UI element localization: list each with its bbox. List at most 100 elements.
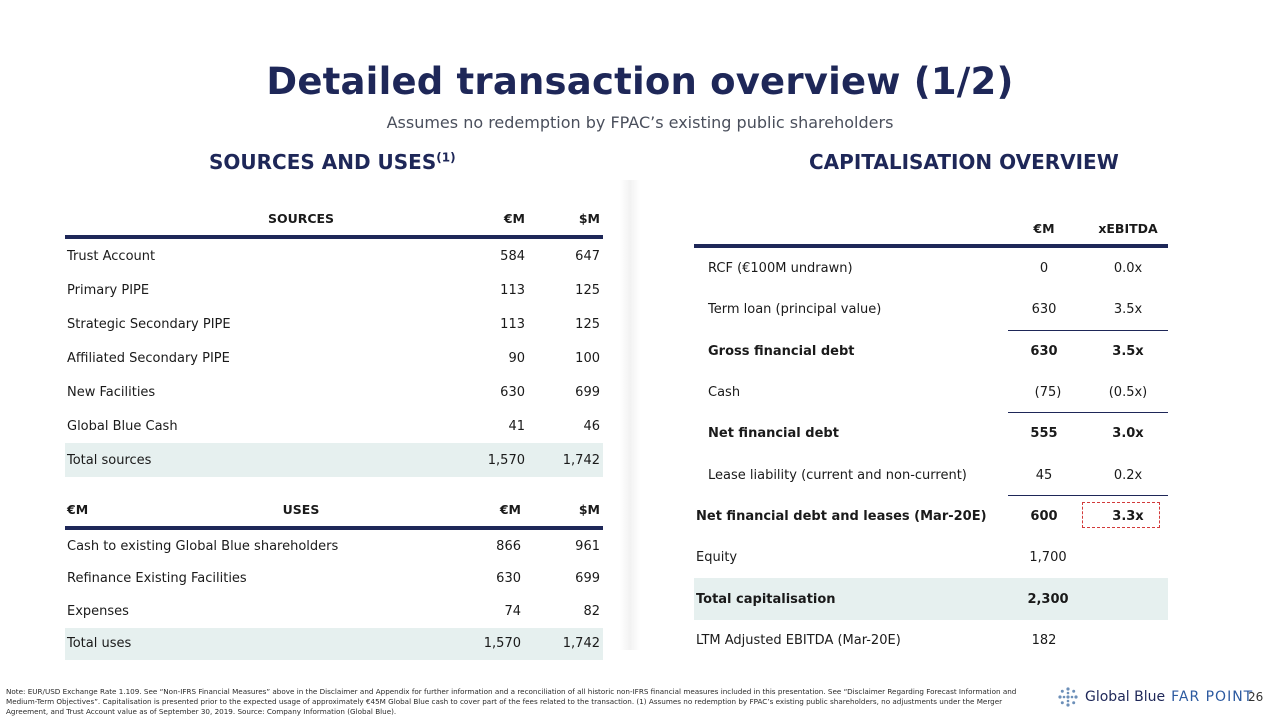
row-eur: 90: [508, 350, 525, 366]
table-row: RCF (€100M undrawn) 0 0.0x: [694, 248, 1168, 289]
row-label: Net financial debt and leases (Mar-20E): [696, 508, 987, 524]
table-row: Term loan (principal value) 630 3.5x: [694, 289, 1168, 331]
table-row: Trust Account 584 647: [65, 239, 603, 273]
subtotal-row: Net financial debt 555 3.0x: [694, 413, 1168, 454]
row-label: Trust Account: [67, 248, 156, 264]
row-label: New Facilities: [67, 384, 156, 400]
row-eur: 630: [1030, 343, 1058, 359]
total-row: Total uses 1,570 1,742: [65, 627, 603, 660]
row-label: LTM Adjusted EBITDA (Mar-20E): [696, 632, 901, 648]
table-row: Expenses 74 82: [65, 595, 603, 628]
table-row: LTM Adjusted EBITDA (Mar-20E) 182: [694, 620, 1168, 661]
row-label: Gross financial debt: [708, 343, 855, 359]
total-usd: 1,742: [562, 452, 600, 468]
row-usd: 699: [575, 384, 600, 400]
row-label: Cash to existing Global Blue shareholder…: [67, 538, 339, 554]
row-eur: 630: [500, 384, 525, 400]
row-multiple: 3.5x: [1113, 302, 1143, 318]
row-eur: 555: [1030, 426, 1058, 442]
row-eur: 74: [504, 603, 521, 619]
row-eur: (75): [1034, 385, 1062, 401]
row-eur: 182: [1031, 632, 1057, 648]
subtotal-rule: [1008, 494, 1168, 496]
row-label: Lease liability (current and non-current…: [708, 467, 967, 483]
table-row: Refinance Existing Facilities 630 699: [65, 563, 603, 596]
row-eur: 45: [1035, 467, 1053, 483]
row-multiple: (0.5x): [1108, 385, 1148, 401]
table-row: Lease liability (current and non-current…: [694, 454, 1168, 496]
row-label: Term loan (principal value): [708, 302, 882, 318]
row-multiple: 3.3x: [1112, 508, 1144, 524]
row-label: RCF (€100M undrawn): [708, 261, 853, 277]
row-usd: 961: [575, 538, 600, 554]
footnote: Note: EUR/USD Exchange Rate 1.109. See “…: [6, 687, 1017, 716]
row-label: Total capitalisation: [696, 591, 836, 607]
uses-table: €M USES €M $M Cash to existing Global Bl…: [65, 492, 603, 660]
row-multiple: 0.2x: [1113, 467, 1143, 483]
total-row: Total sources 1,570 1,742: [65, 443, 603, 477]
row-label: Strategic Secondary PIPE: [67, 316, 231, 332]
sources-header-rule: [65, 235, 603, 239]
sources-header-usd: $M: [578, 210, 600, 226]
row-label: Cash: [708, 385, 741, 401]
row-usd: 125: [575, 282, 600, 298]
row-eur: 113: [500, 282, 525, 298]
cap-header-row: €M xEBITDA: [694, 212, 1168, 244]
row-eur: 866: [496, 538, 521, 554]
row-label: Global Blue Cash: [67, 418, 178, 434]
column-divider: [620, 180, 640, 650]
sources-table: SOURCES €M $M Trust Account 584 647 Prim…: [65, 201, 603, 477]
row-eur: 630: [496, 571, 521, 587]
page-title: Detailed transaction overview (1/2): [266, 60, 1014, 103]
uses-header-eur: €M: [499, 501, 521, 517]
row-eur: 113: [500, 316, 525, 332]
total-usd: 1,742: [562, 636, 600, 652]
sources-header-eur: €M: [503, 210, 525, 226]
row-eur: 2,300: [1027, 591, 1069, 607]
row-eur: 630: [1031, 302, 1057, 318]
row-eur: 584: [500, 248, 525, 264]
page-number: 26: [1248, 690, 1264, 704]
row-usd: 100: [575, 350, 600, 366]
table-row: New Facilities 630 699: [65, 375, 603, 409]
row-eur: 1,700: [1029, 550, 1067, 566]
row-multiple: 3.5x: [1112, 343, 1144, 359]
total-eur: 1,570: [483, 636, 521, 652]
row-eur: 0: [1039, 261, 1049, 277]
uses-header-usd: $M: [578, 501, 600, 517]
sources-header-label: SOURCES: [267, 210, 335, 226]
cap-header-multiple: xEBITDA: [1098, 220, 1158, 236]
row-usd: 647: [575, 248, 600, 264]
row-usd: 46: [583, 418, 600, 434]
sources-uses-footnote-ref: (1): [436, 150, 456, 165]
uses-header-unit: €M: [67, 501, 89, 517]
subtotal-rule: [1008, 329, 1168, 331]
table-row: Equity 1,700: [694, 537, 1168, 578]
row-label: Equity: [696, 550, 738, 566]
logo-partner: FAR POINT: [1171, 689, 1254, 705]
subtotal-row: Gross financial debt 630 3.5x: [694, 331, 1168, 372]
subtotal-row: Net financial debt and leases (Mar-20E) …: [694, 496, 1168, 537]
subtotal-rule: [1008, 412, 1168, 414]
uses-header-row: €M USES €M $M: [65, 492, 603, 526]
capitalisation-table: €M xEBITDA RCF (€100M undrawn) 0 0.0x Te…: [694, 212, 1168, 661]
row-label: Primary PIPE: [67, 282, 150, 298]
table-row: Strategic Secondary PIPE 113 125: [65, 307, 603, 341]
table-row: Cash to existing Global Blue shareholder…: [65, 530, 603, 563]
cap-header-eur: €M: [1033, 220, 1055, 236]
total-eur: 1,570: [487, 452, 525, 468]
sources-uses-heading: SOURCES AND USES(1): [209, 150, 456, 174]
cap-header-rule: [694, 244, 1168, 248]
logo-brand: Global Blue: [1085, 689, 1166, 705]
row-label: Net financial debt: [708, 426, 839, 442]
company-logo: Global Blue FAR POINT: [1057, 686, 1253, 708]
uses-header-label: USES: [282, 501, 320, 517]
total-label: Total uses: [67, 636, 132, 652]
row-usd: 82: [583, 603, 600, 619]
uses-header-rule: [65, 526, 603, 530]
row-label: Affiliated Secondary PIPE: [67, 350, 230, 366]
total-label: Total sources: [67, 452, 152, 468]
total-row: Total capitalisation 2,300: [694, 578, 1168, 620]
table-row: Primary PIPE 113 125: [65, 273, 603, 307]
row-usd: 699: [575, 571, 600, 587]
